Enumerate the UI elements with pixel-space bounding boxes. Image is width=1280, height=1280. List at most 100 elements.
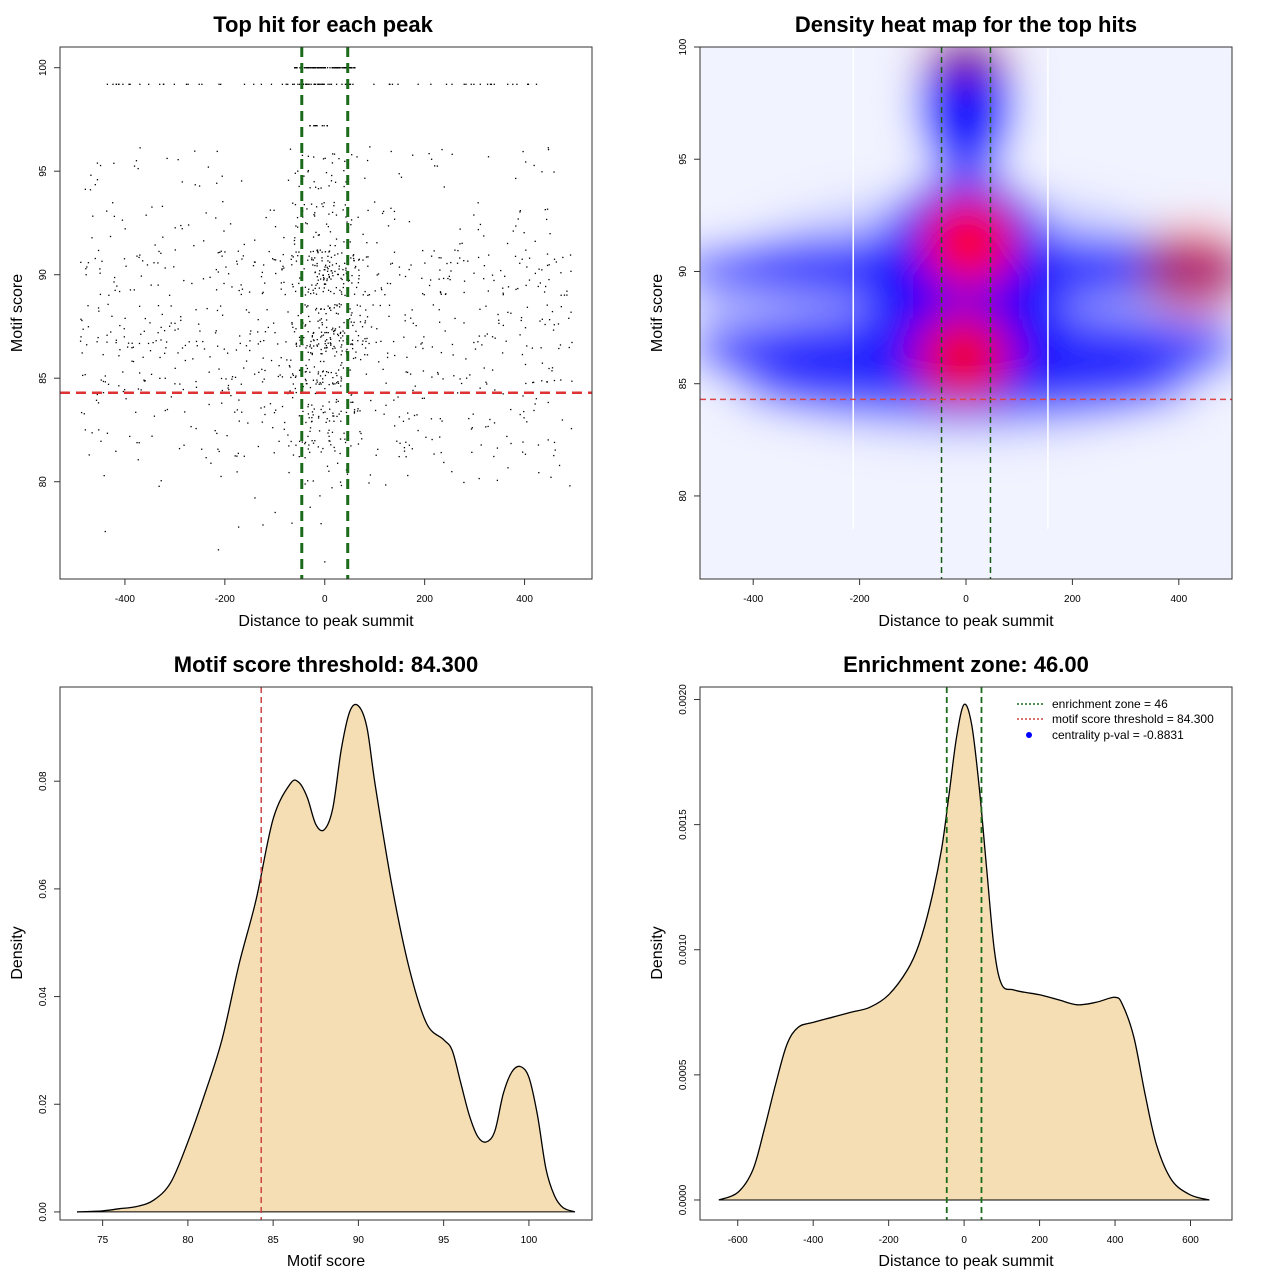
scatter-point: [312, 259, 314, 261]
scatter-point: [345, 181, 347, 183]
scatter-point: [330, 180, 333, 182]
scatter-point: [369, 474, 372, 476]
scatter-point: [532, 381, 534, 384]
scatter-point: [115, 83, 118, 85]
scatter-point: [205, 212, 207, 214]
scatter-point: [339, 452, 341, 455]
scatter-point: [463, 481, 465, 484]
scatter-point: [535, 83, 538, 85]
scatter-point: [376, 274, 378, 276]
scatter-point: [191, 282, 193, 285]
scatter-point: [297, 83, 299, 85]
scatter-point: [237, 250, 239, 252]
scatter-point: [523, 417, 525, 419]
scatter-point: [174, 322, 176, 325]
scatter-point: [357, 443, 360, 445]
scatter-point: [532, 381, 535, 383]
scatter-point: [325, 171, 328, 174]
scatter-point: [227, 273, 230, 275]
scatter-point: [390, 150, 392, 153]
scatter-point: [96, 341, 98, 343]
scatter-point: [430, 83, 432, 85]
scatter-point: [433, 250, 435, 252]
scatter-point: [343, 185, 345, 188]
scatter-point: [321, 257, 323, 259]
scatter-point: [173, 83, 176, 85]
scatter-point: [326, 346, 328, 349]
y-tick-label: 0.0020: [678, 684, 689, 715]
density-hotspot: [920, 47, 1012, 74]
scatter-point: [258, 371, 260, 374]
scatter-point: [152, 341, 154, 344]
scatter-point: [522, 451, 524, 453]
scatter-point: [264, 413, 266, 416]
scatter-point: [153, 262, 155, 264]
scatter-point: [315, 125, 317, 127]
scatter-point: [241, 258, 243, 260]
scatter-point: [312, 414, 314, 416]
scatter-point: [325, 350, 327, 352]
scatter-point: [341, 362, 343, 364]
scatter-point: [403, 450, 406, 452]
scatter-point: [344, 67, 346, 69]
scatter-point: [292, 374, 295, 377]
scatter-point: [452, 354, 454, 356]
scatter-point: [563, 294, 566, 296]
scatter-point: [332, 376, 334, 379]
scatter-point: [484, 335, 486, 337]
scatter-point: [358, 274, 360, 277]
scatter-point: [412, 322, 414, 324]
scatter-point: [352, 83, 354, 85]
scatter-point: [512, 230, 514, 232]
scatter-point: [393, 210, 396, 213]
scatter-point: [364, 320, 367, 322]
scatter-point: [485, 426, 487, 428]
scatter-point: [317, 279, 319, 281]
scatter-point: [340, 385, 342, 387]
scatter-point: [323, 67, 326, 69]
scatter-point: [473, 83, 475, 85]
scatter-point: [304, 442, 306, 445]
scatter-point: [253, 83, 255, 85]
scatter-point: [217, 448, 219, 450]
scatter-point: [328, 435, 330, 438]
scatter-point: [548, 278, 550, 281]
scatter-point: [326, 270, 329, 272]
y-tick-label: 0.0010: [678, 934, 689, 965]
scatter-point: [121, 219, 124, 221]
scatter-point: [260, 276, 263, 278]
scatter-point: [326, 279, 328, 282]
scatter-point: [290, 359, 292, 361]
scatter-point: [531, 347, 534, 349]
scatter-point: [344, 262, 346, 264]
scatter-point: [305, 382, 308, 385]
scatter-point: [219, 251, 221, 253]
scatter-point: [263, 378, 265, 380]
scatter-point: [342, 67, 344, 69]
scatter-point: [295, 391, 297, 394]
scatter-point: [411, 309, 413, 311]
scatter-point: [355, 265, 357, 268]
scatter-point: [306, 208, 308, 210]
scatter-point: [548, 264, 550, 266]
scatter-point: [307, 413, 310, 415]
scatter-point: [262, 291, 264, 294]
scatter-point: [336, 382, 338, 384]
scatter-point: [526, 306, 529, 308]
scatter-point: [328, 401, 330, 403]
scatter-point: [315, 284, 317, 286]
scatter-point: [502, 287, 504, 289]
scatter-point: [431, 346, 434, 348]
scatter-point: [215, 289, 218, 291]
heatmap-density: [700, 47, 1232, 579]
scatter-point: [116, 285, 118, 287]
scatter-point: [203, 240, 205, 242]
scatter-point: [312, 339, 315, 341]
scatter-point: [397, 83, 399, 85]
scatter-point: [150, 284, 152, 286]
scatter-point: [310, 352, 312, 354]
scatter-point: [510, 442, 512, 445]
scatter-point: [358, 278, 360, 280]
scatter-point: [106, 334, 108, 336]
scatter-point: [334, 329, 336, 332]
